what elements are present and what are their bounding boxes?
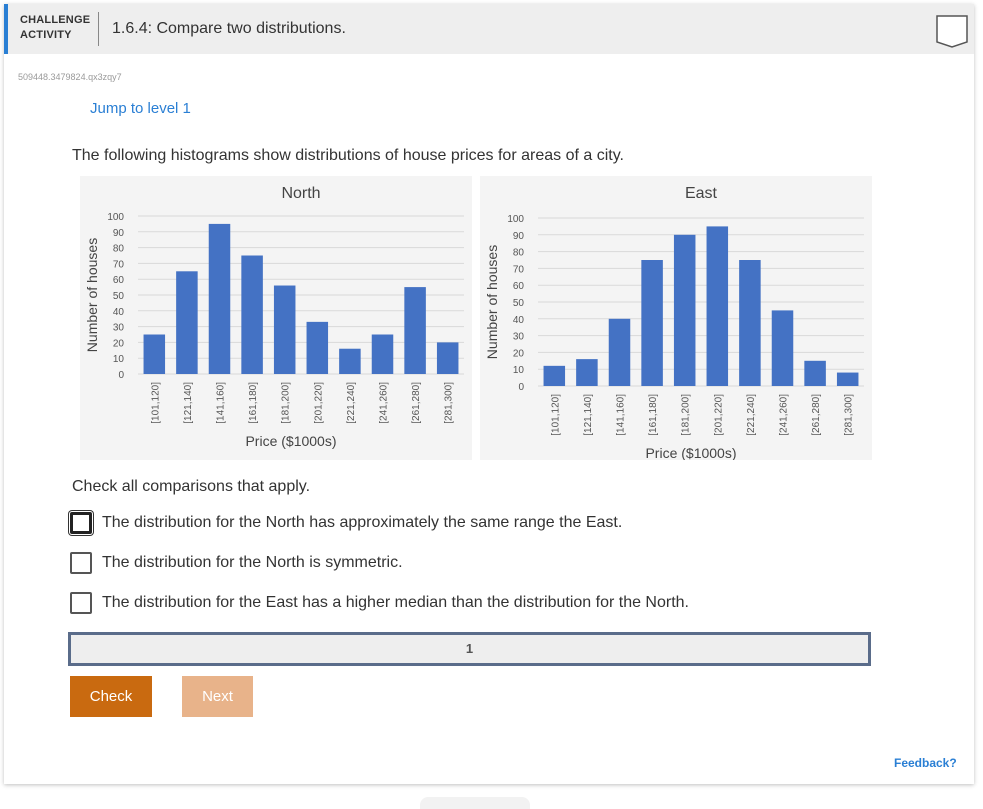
y-tick-label: 10 [113,354,125,365]
x-tick-label: [161,180] [648,394,659,436]
option-same-range[interactable]: The distribution for the North has appro… [70,511,622,535]
activity-title: 1.6.4: Compare two distributions. [112,20,346,37]
north-histogram: North 0 10 20 30 40 50 60 70 80 90 100 Number of hou… [80,176,472,460]
y-tick-label: 60 [513,281,525,292]
x-tick-label: [281,300] [844,394,855,436]
x-tick-label: [121,140] [583,394,594,436]
histogram-bar [436,342,459,374]
histogram-bar [339,348,361,374]
x-tick-label: [241,260] [379,382,390,424]
y-tick-label: 30 [113,323,125,334]
histogram-bar [641,260,663,386]
x-axis-label: Price ($1000s) [645,445,736,460]
x-tick-label: [121,140] [183,382,194,424]
activity-type-line2: ACTIVITY [20,29,72,41]
check-all-prompt: Check all comparisons that apply. [72,478,311,495]
histogram-bar [404,287,426,374]
chart-title: North [281,185,320,202]
option-2-checkbox[interactable] [70,552,92,574]
histogram-bar [176,271,198,374]
histogram-bar [771,310,794,386]
feedback-link[interactable]: Feedback? [894,756,957,770]
histogram-bar [306,321,329,374]
level-progress-bar: 1 [68,632,871,666]
header-divider [98,12,99,46]
histogram-bar [706,226,729,386]
histogram-bar [836,372,859,386]
x-tick-label: [221,240] [746,394,757,436]
x-tick-label: [141,160] [216,382,227,424]
x-tick-label: [201,220] [713,394,724,436]
histogram-bar [543,365,566,386]
question-prompt: The following histograms show distributi… [72,147,624,164]
y-tick-label: 50 [113,291,125,302]
x-tick-label: [101,120] [150,382,161,424]
histogram-bar [208,223,231,374]
option-1-label[interactable]: The distribution for the North has appro… [102,514,623,531]
x-tick-label: [261,280] [411,382,422,424]
check-button[interactable]: Check [70,676,152,717]
y-tick-label: 20 [513,348,525,359]
activity-type-label: CHALLENGE ACTIVITY [20,13,90,43]
y-tick-label: 90 [113,228,125,239]
bottom-tab [420,797,530,809]
y-tick-label: 0 [518,382,524,393]
chart-title: East [685,185,718,202]
x-tick-label: [201,220] [313,382,324,424]
option-north-symmetric[interactable]: The distribution for the North is symmet… [70,551,403,575]
option-1-checkbox[interactable] [70,512,92,534]
y-tick-label: 0 [118,370,124,381]
y-tick-label: 100 [107,212,124,223]
level-number: 1 [465,641,474,656]
completion-badge-icon [936,15,968,48]
y-tick-label: 40 [513,315,525,326]
activity-header: CHALLENGE ACTIVITY 1.6.4: Compare two di… [4,4,974,54]
y-tick-label: 20 [113,338,125,349]
y-tick-label: 80 [513,248,525,259]
option-3-checkbox[interactable] [70,592,92,614]
y-tick-label: 30 [513,332,525,343]
option-3-label[interactable]: The distribution for the East has a high… [102,594,689,611]
x-tick-label: [221,240] [346,382,357,424]
east-histogram: East 0 10 20 30 40 50 60 70 80 90 100 Number of hous… [480,176,872,460]
y-tick-label: 40 [113,307,125,318]
x-tick-label: [141,160] [616,394,627,436]
y-tick-label: 80 [113,244,125,255]
y-tick-label: 100 [507,214,524,225]
x-tick-label: [101,120] [550,394,561,436]
y-tick-label: 70 [113,259,125,270]
histogram-bar [804,360,826,386]
x-tick-label: [181,200] [281,382,292,424]
x-axis-label: Price ($1000s) [245,433,336,449]
y-tick-label: 70 [513,264,525,275]
challenge-activity-card: CHALLENGE ACTIVITY 1.6.4: Compare two di… [4,4,974,784]
option-2-label[interactable]: The distribution for the North is symmet… [102,554,403,571]
y-axis-label: Number of houses [84,238,100,352]
y-tick-label: 10 [513,365,525,376]
y-tick-label: 50 [513,298,525,309]
histogram-bar [371,334,394,374]
x-tick-label: [281,300] [444,382,455,424]
histogram-bar [273,285,296,374]
histogram-bar [608,318,631,386]
jump-to-level-link[interactable]: Jump to level 1 [90,100,191,117]
histogram-bar [673,234,696,386]
x-tick-label: [161,180] [248,382,259,424]
x-tick-label: [181,200] [681,394,692,436]
option-east-higher-median[interactable]: The distribution for the East has a high… [70,591,689,615]
activity-type-line1: CHALLENGE [20,14,91,26]
y-axis-label: Number of houses [484,245,500,359]
histogram-bar [241,255,263,374]
histogram-bar [576,359,598,386]
histogram-bar [739,260,761,386]
x-tick-label: [241,260] [779,394,790,436]
y-tick-label: 60 [113,275,125,286]
next-button[interactable]: Next [182,676,253,717]
activity-code-id: 509448.3479824.qx3zqy7 [18,72,122,82]
histogram-bar [143,334,166,374]
y-tick-label: 90 [513,231,525,242]
x-tick-label: [261,280] [811,394,822,436]
